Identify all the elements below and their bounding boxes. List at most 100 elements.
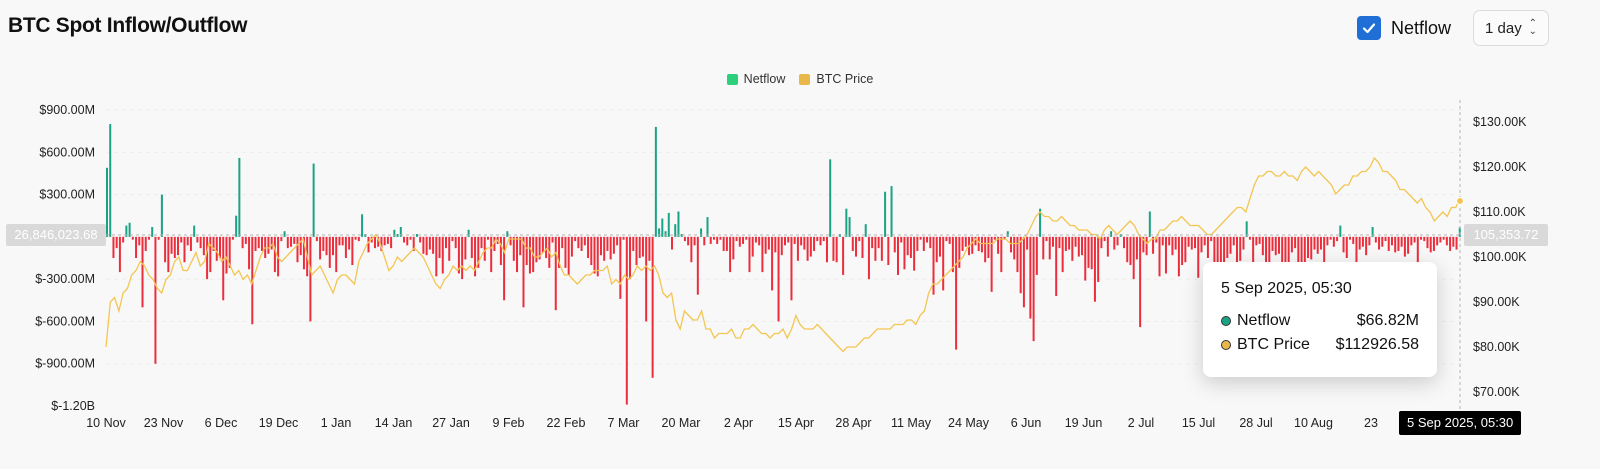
netflow-bar-outflow [1032,236,1035,342]
netflow-bar-outflow [580,236,583,251]
netflow-bar-outflow [186,236,189,246]
netflow-bar-outflow [1190,236,1193,250]
netflow-toggle[interactable]: Netflow [1357,16,1451,40]
netflow-bar-inflow [664,231,667,237]
netflow-bar-outflow [270,236,273,250]
netflow-bar-outflow [1042,236,1045,260]
y-left-tick-label: $-1.20B [51,399,95,413]
netflow-bar-outflow [1319,236,1322,250]
netflow-bar-outflow [519,236,522,256]
x-tick-label: 6 Dec [205,416,238,430]
y-left-tick-label: $-600.00M [35,314,95,328]
netflow-bar-outflow [390,236,393,249]
netflow-bar-outflow [1171,236,1174,256]
netflow-bar-outflow [1232,236,1235,246]
netflow-bar-outflow [1055,236,1058,297]
netflow-bar-outflow [926,236,929,243]
netflow-bar-outflow [1403,236,1406,257]
netflow-bar-outflow [690,236,693,263]
netflow-bar-outflow [945,236,948,242]
netflow-bar-outflow [596,236,599,277]
netflow-bar-outflow [1132,236,1135,280]
netflow-bar-inflow [506,231,509,237]
netflow-bar-outflow [1093,236,1096,302]
netflow-bar-outflow [561,236,564,249]
netflow-bar-outflow [722,236,725,251]
netflow-bar-outflow [955,236,958,350]
netflow-bar-outflow [619,236,622,299]
checkmark-icon [1362,23,1376,34]
netflow-bar-outflow [632,236,635,251]
netflow-bar-outflow [1265,236,1268,266]
netflow-bar-outflow [754,236,757,243]
page-title: BTC Spot Inflow/Outflow [8,14,248,37]
netflow-bar-inflow [396,234,399,237]
x-tick-label: 20 Mar [662,416,701,430]
netflow-bar-outflow [1113,236,1116,250]
x-tick-label: 14 Jan [375,416,413,430]
netflow-bar-outflow [1026,236,1029,250]
legend-item-netflow[interactable]: Netflow [726,72,785,86]
netflow-bar-outflow [1029,236,1032,319]
netflow-bar-outflow [267,236,270,254]
netflow-checkbox[interactable] [1357,16,1381,40]
netflow-bar-outflow [302,236,305,270]
netflow-bar-outflow [1397,236,1400,251]
netflow-bar-outflow [435,236,438,277]
netflow-bar-outflow [260,236,263,251]
netflow-bar-outflow [719,236,722,240]
netflow-bar-outflow [322,236,325,251]
interval-select[interactable]: 1 day ⌃ ⌄ [1473,10,1549,46]
netflow-bar-outflow [141,236,144,308]
tooltip-row-netflow: Netflow $66.82M [1221,312,1419,330]
netflow-bar-outflow [1255,236,1258,246]
netflow-bar-outflow [545,236,548,258]
netflow-bar-outflow [244,236,247,244]
netflow-bar-outflow [932,236,935,295]
netflow-bar-outflow [1016,236,1019,273]
netflow-bar-outflow [1177,236,1180,277]
netflow-bar-outflow [319,236,322,260]
netflow-bar-outflow [1352,236,1355,244]
crosshair-right-value: 105,353.72 [1464,224,1548,246]
netflow-bar-outflow [228,236,231,268]
netflow-bar-outflow [774,236,777,253]
netflow-bar-outflow [835,236,838,263]
netflow-bar-outflow [574,236,577,242]
netflow-bar-outflow [183,236,186,263]
netflow-bar-outflow [428,236,431,250]
netflow-bar-outflow [377,236,380,247]
netflow-bar-outflow [984,236,987,263]
netflow-bar-outflow [1090,236,1093,270]
netflow-bar-inflow [864,224,867,237]
netflow-bar-outflow [1103,236,1106,242]
netflow-bar-outflow [1323,236,1326,266]
netflow-bar-outflow [816,236,819,242]
netflow-bar-outflow [503,236,506,301]
netflow-bar-outflow [1378,236,1381,250]
netflow-bar-outflow [1164,236,1167,274]
netflow-bar-outflow [380,236,383,251]
x-tick-label: 19 Dec [259,416,299,430]
netflow-bar-inflow [283,231,286,237]
netflow-bar-outflow [729,236,732,273]
crosshair-left-value: 26,846,023.68 [6,224,106,246]
netflow-bar-outflow [409,236,412,240]
legend-item-btc-price[interactable]: BTC Price [799,72,873,86]
netflow-bar-inflow [193,225,196,237]
netflow-bar-outflow [1287,236,1290,271]
netflow-bar-outflow [248,236,251,270]
netflow-bar-outflow [157,236,160,240]
netflow-bar-outflow [1010,236,1012,253]
netflow-bar-outflow [196,236,199,243]
netflow-bar-outflow [535,236,538,263]
netflow-bar-outflow [474,236,477,277]
netflow-bar-outflow [1316,236,1319,254]
netflow-bar-outflow [787,236,790,243]
netflow-bar-outflow [383,236,386,246]
netflow-bar-outflow [1294,236,1297,249]
netflow-bar-outflow [790,236,793,301]
y-left-tick-label: $-900.00M [35,357,95,371]
netflow-bar-outflow [1226,236,1229,258]
